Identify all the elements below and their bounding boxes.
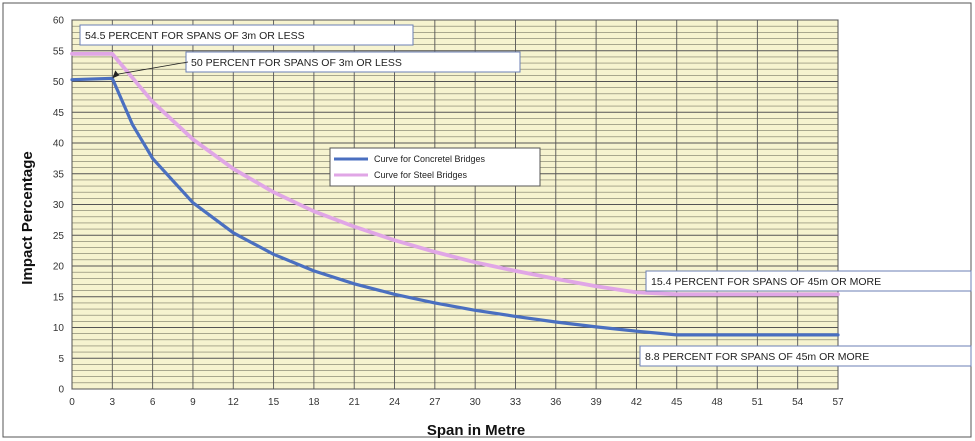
x-axis-title: Span in Metre [427, 422, 525, 439]
legend-entry: Curve for Steel Bridges [374, 170, 468, 180]
x-tick-label: 39 [591, 397, 603, 408]
x-tick-label: 36 [550, 397, 562, 408]
y-tick-label: 40 [53, 139, 65, 150]
annotation-box [639, 345, 972, 367]
y-tick-label: 0 [58, 385, 64, 396]
y-tick-label: 10 [53, 323, 65, 334]
y-tick-label: 15 [53, 292, 65, 303]
x-tick-label: 15 [268, 397, 280, 408]
x-tick-label: 18 [308, 397, 320, 408]
annotations: 54.5 PERCENT FOR SPANS OF 3m OR LESS 50 P… [79, 24, 972, 367]
tick-labels: 0 3 6 9 12 15 18 21 24 27 30 33 36 39 42 45 48 51 54 570510… [53, 16, 844, 409]
annotation-text: 15.4 PERCENT FOR SPANS OF 45m OR MORE [651, 276, 881, 288]
x-tick-label: 45 [671, 397, 683, 408]
x-tick-label: 6 [150, 397, 156, 408]
y-tick-label: 55 [53, 46, 65, 57]
x-tick-label: 12 [228, 397, 240, 408]
x-tick-label: 0 [69, 397, 75, 408]
x-tick-label: 21 [349, 397, 361, 408]
y-tick-label: 60 [53, 16, 65, 27]
y-tick-label: 25 [53, 231, 65, 242]
y-tick-label: 5 [58, 354, 64, 365]
series [70, 51, 840, 337]
y-tick-label: 45 [53, 108, 65, 119]
annotation-box [645, 270, 972, 292]
legend: Curve for Concretel Bridges Curve for Ste… [329, 147, 541, 187]
annotation-text: 8.8 PERCENT FOR SPANS OF 45m OR MORE [645, 351, 869, 363]
legend-entry: Curve for Concretel Bridges [374, 154, 486, 164]
y-axis-title: Impact Percentage [19, 151, 36, 284]
y-tick-label: 50 [53, 77, 65, 88]
legend-box [329, 147, 541, 187]
x-tick-label: 48 [711, 397, 723, 408]
x-tick-label: 33 [510, 397, 522, 408]
series-line-concrete [70, 76, 840, 337]
y-tick-label: 20 [53, 262, 65, 273]
x-tick-label: 27 [429, 397, 441, 408]
annotation-text: 50 PERCENT FOR SPANS OF 3m OR LESS [191, 57, 402, 69]
annotation-arrow [116, 61, 189, 75]
x-tick-label: 51 [752, 397, 764, 408]
y-tick-label: 35 [53, 169, 65, 180]
y-tick-label: 30 [53, 200, 65, 211]
annotation-text: 54.5 PERCENT FOR SPANS OF 3m OR LESS [85, 30, 305, 42]
annotation-box [79, 24, 414, 46]
x-tick-label: 3 [110, 397, 116, 408]
arrow-head [112, 70, 120, 79]
x-tick-label: 9 [190, 397, 196, 408]
series-line-steel [70, 51, 840, 297]
x-tick-label: 57 [832, 397, 844, 408]
x-tick-label: 30 [470, 397, 482, 408]
x-tick-label: 42 [631, 397, 643, 408]
x-tick-label: 24 [389, 397, 401, 408]
x-tick-label: 54 [792, 397, 804, 408]
